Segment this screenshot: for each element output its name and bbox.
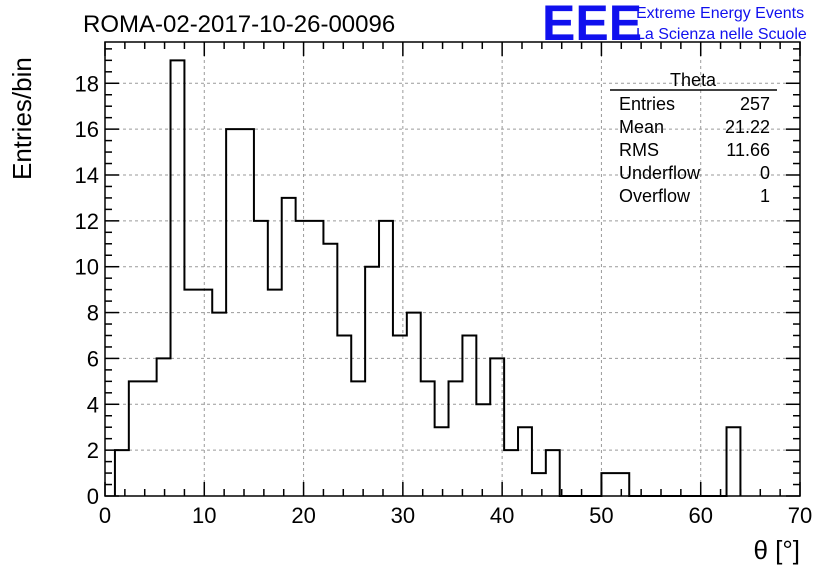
stats-label: Underflow: [619, 163, 701, 183]
stats-box: Theta Entries 257 Mean 21.22 RMS 11.66 Underfl…: [610, 70, 777, 206]
x-tick-label: 40: [490, 503, 514, 528]
x-tick-label: 50: [589, 503, 613, 528]
y-tick-label: 4: [87, 392, 99, 417]
y-tick-label: 16: [75, 117, 99, 142]
histogram-outline: [113, 59, 742, 497]
y-tick-label: 12: [75, 209, 99, 234]
stats-label: Overflow: [619, 186, 691, 206]
stats-title: Theta: [670, 70, 717, 90]
stats-value: 11.66: [726, 140, 770, 160]
y-axis-label: Entries/bin: [7, 57, 37, 180]
x-tick-label: 10: [192, 503, 216, 528]
stats-value: 257: [740, 94, 770, 114]
stats-value: 21.22: [725, 117, 770, 137]
logo-mark: EEE: [542, 0, 642, 51]
y-tick-label: 6: [87, 346, 99, 371]
y-tick-label: 18: [75, 71, 99, 96]
eee-logo: EEE Extreme Energy Events La Scienza nel…: [542, 0, 807, 51]
logo-line-2: La Scienza nelle Scuole: [636, 26, 807, 43]
x-tick-label: 20: [291, 503, 315, 528]
chart-title: ROMA-02-2017-10-26-00096: [83, 11, 395, 38]
stats-label: Entries: [619, 94, 675, 114]
stats-value: 1: [760, 186, 770, 206]
axis-ticks: [104, 42, 801, 497]
stats-label: RMS: [619, 140, 659, 160]
grid: [105, 42, 800, 496]
y-tick-label: 10: [75, 255, 99, 280]
stats-label: Mean: [619, 117, 664, 137]
y-tick-label: 14: [75, 163, 99, 188]
logo-line-1: Extreme Energy Events: [636, 5, 804, 22]
x-tick-label: 70: [788, 503, 812, 528]
y-tick-label: 2: [87, 438, 99, 463]
x-tick-label: 60: [688, 503, 712, 528]
stats-value: 0: [760, 163, 770, 183]
x-axis-label: θ [°]: [753, 535, 800, 565]
x-tick-label: 0: [99, 503, 111, 528]
plot-frame: [104, 41, 801, 497]
y-tick-label: 8: [87, 301, 99, 326]
x-tick-label: 30: [391, 503, 415, 528]
y-tick-label: 0: [87, 484, 99, 509]
